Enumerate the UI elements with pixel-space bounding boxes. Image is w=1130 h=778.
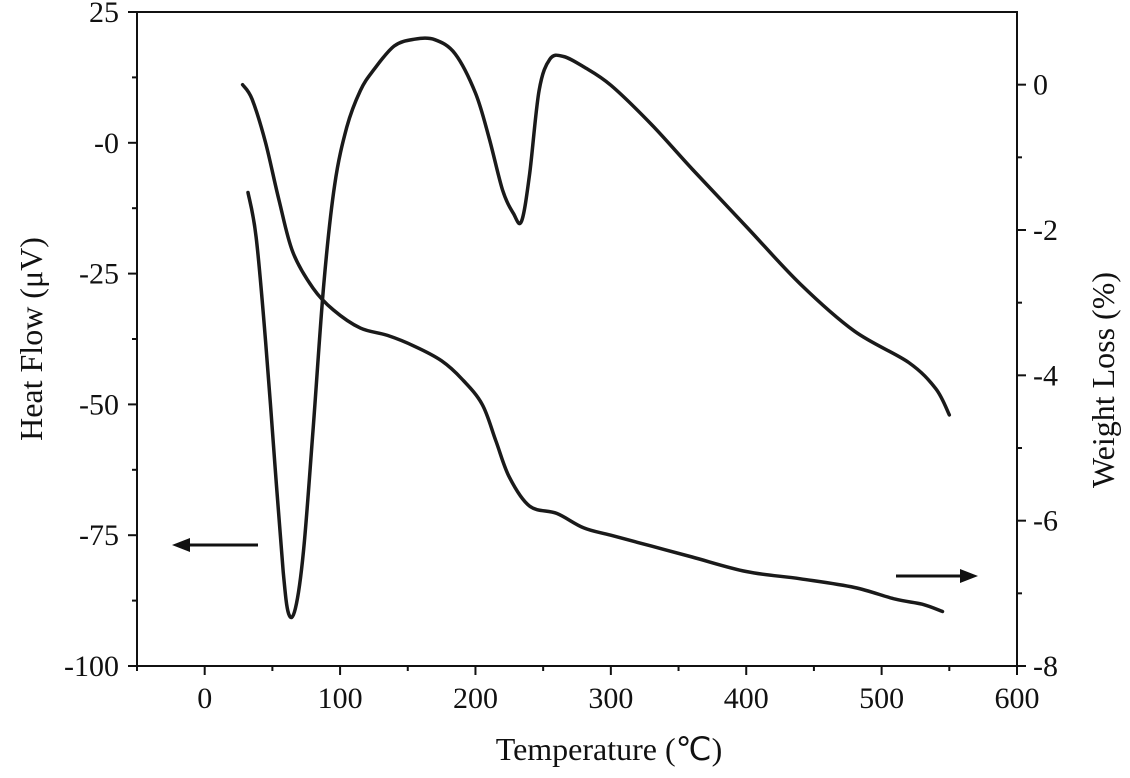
y-axis-left-title: Heat Flow (μV) [13,237,49,441]
y-left-tick-label: -100 [64,650,119,683]
x-tick-label: 100 [318,682,363,715]
x-tick-label: 400 [724,682,769,715]
x-tick-label: 500 [859,682,904,715]
x-tick-label: 600 [995,682,1040,715]
left-axis-arrow [172,538,258,552]
y-left-tick-label: -0 [94,127,119,160]
y-right-tick-label: -4 [1033,359,1058,392]
weight-loss-curve [240,82,945,614]
x-tick-label: 200 [453,682,498,715]
y-right-tick-label: -2 [1033,214,1058,247]
x-tick-label: 0 [197,682,212,715]
y-right-tick-label: -8 [1033,650,1058,683]
series-group [240,36,952,620]
y-right-tick-label: 0 [1033,69,1048,102]
x-tick-label: 300 [588,682,633,715]
heat-flow-curve [246,36,952,620]
x-axis-title: Temperature (℃) [496,731,722,767]
y-left-tick-label: -75 [79,519,119,552]
y-left-tick-label: 25 [89,0,119,29]
y-right-tick-label: -6 [1033,505,1058,538]
right-axis-arrow [896,569,978,583]
plot-frame [136,11,1018,667]
y-axis-right-title: Weight Loss (%) [1085,272,1121,488]
y-left-tick-label: -25 [79,258,119,291]
tick-labels-group: 0 100 200 300 400 500 600 25 -0 -25 -50 -75 -100 0 -2 -… [64,0,1058,715]
ticks-group [128,11,1026,675]
y-left-tick-label: -50 [79,388,119,421]
